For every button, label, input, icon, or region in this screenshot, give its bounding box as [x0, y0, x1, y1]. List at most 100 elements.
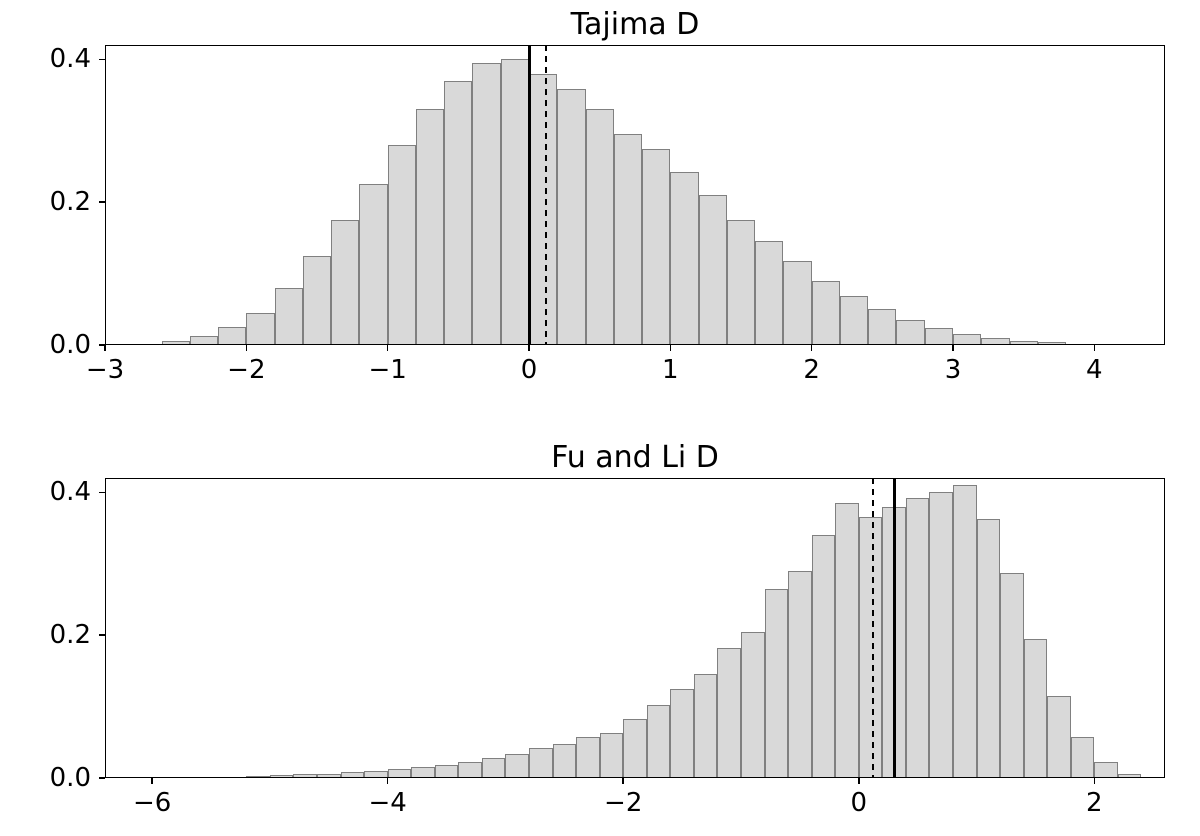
histogram-bar [812, 535, 836, 778]
histogram-bar [977, 519, 1001, 778]
x-tick-mark [1094, 778, 1096, 784]
histogram-bar [859, 517, 883, 778]
histogram-bar [1010, 341, 1038, 345]
histogram-bar [755, 241, 783, 345]
x-tick-label: −3 [86, 355, 124, 385]
x-tick-label: 2 [1086, 788, 1103, 818]
histogram-bar [953, 334, 981, 345]
histogram-bar [341, 772, 365, 778]
x-tick-label: −4 [368, 788, 406, 818]
histogram-bar [670, 689, 694, 778]
histogram-bar [388, 145, 416, 345]
histogram-bar [190, 336, 218, 345]
x-tick-mark [1094, 345, 1096, 351]
histogram-bar [600, 733, 624, 778]
histogram-bar [472, 63, 500, 345]
histogram-bar [868, 309, 896, 345]
histogram-bar [812, 281, 840, 345]
histogram-bar [1066, 344, 1094, 345]
histogram-bar [788, 571, 812, 778]
histogram-bar [223, 777, 247, 778]
histogram-bar [359, 184, 387, 345]
histogram-bar [614, 134, 642, 345]
histogram-bar [1123, 344, 1151, 345]
x-tick-mark [811, 345, 813, 351]
x-tick-mark [952, 345, 954, 351]
x-tick-mark [387, 778, 389, 784]
histogram-bar [896, 320, 924, 345]
histogram-bar [1118, 774, 1142, 778]
x-tick-mark [104, 345, 106, 351]
x-tick-mark [387, 345, 389, 351]
histogram-bar [840, 296, 868, 345]
y-tick-mark [99, 344, 105, 346]
x-tick-mark [246, 345, 248, 351]
histogram-bar [717, 648, 741, 778]
histogram-bar [501, 59, 529, 345]
y-tick-label: 0.0 [50, 763, 91, 793]
x-tick-label: 0 [521, 355, 538, 385]
histogram-bar [1038, 342, 1066, 345]
histogram-bar [176, 777, 200, 778]
histogram-bar [270, 775, 294, 778]
histogram-bar [783, 261, 811, 345]
histogram-bar [105, 344, 133, 345]
x-tick-mark [670, 345, 672, 351]
histogram-bar [364, 771, 388, 778]
histogram-bar [275, 288, 303, 345]
histogram-bar [529, 74, 557, 345]
histogram-bar [444, 81, 472, 345]
histogram-bar [925, 328, 953, 345]
histogram-bar [303, 256, 331, 345]
reference-line-solid [893, 478, 896, 778]
y-tick-label: 0.2 [50, 620, 91, 650]
reference-line-dashed [545, 45, 547, 345]
histogram-bar [317, 774, 341, 778]
histogram-bar [218, 327, 246, 345]
histogram-bar [576, 737, 600, 778]
reference-line-dashed [872, 478, 874, 778]
histogram-bar [670, 172, 698, 345]
histogram-bar [199, 777, 223, 778]
histogram-bar [162, 341, 190, 345]
histogram-bar [152, 777, 176, 778]
x-tick-label: 4 [1086, 355, 1103, 385]
histogram-bar [411, 767, 435, 778]
chart-title-tajima: Tajima D [105, 7, 1165, 42]
histogram-bar [529, 748, 553, 778]
histogram-bar [623, 719, 647, 778]
panel-tajima: Tajima D−3−2−1012340.00.20.4 [105, 45, 1165, 345]
plot-area-fuli [105, 478, 1165, 778]
histogram-bar [642, 149, 670, 345]
histogram-bar [1094, 762, 1118, 778]
histogram-bar [1047, 696, 1071, 778]
x-tick-label: 1 [662, 355, 679, 385]
histogram-bar [586, 109, 614, 345]
plot-area-tajima [105, 45, 1165, 345]
histogram-bar [1071, 737, 1095, 778]
x-tick-label: 0 [850, 788, 867, 818]
y-tick-label: 0.4 [50, 44, 91, 74]
histogram-bar [133, 344, 161, 345]
x-tick-label: −2 [604, 788, 642, 818]
y-tick-mark [99, 777, 105, 779]
histogram-bar [246, 313, 274, 345]
histogram-bar [981, 338, 1009, 345]
histogram-bar [557, 89, 585, 345]
y-tick-mark [99, 59, 105, 61]
histogram-bar [1094, 344, 1122, 345]
histogram-bar [482, 758, 506, 778]
chart-title-fuli: Fu and Li D [105, 440, 1165, 475]
histogram-bar [416, 109, 444, 345]
y-tick-mark [99, 201, 105, 203]
histogram-bar [694, 674, 718, 778]
histogram-bar [505, 754, 529, 778]
y-tick-label: 0.2 [50, 187, 91, 217]
histogram-bar [1000, 573, 1024, 778]
x-tick-label: −6 [133, 788, 171, 818]
x-tick-label: 3 [945, 355, 962, 385]
x-tick-mark [858, 778, 860, 784]
histogram-bar [727, 220, 755, 345]
x-tick-mark [151, 778, 153, 784]
x-tick-mark [528, 345, 530, 351]
